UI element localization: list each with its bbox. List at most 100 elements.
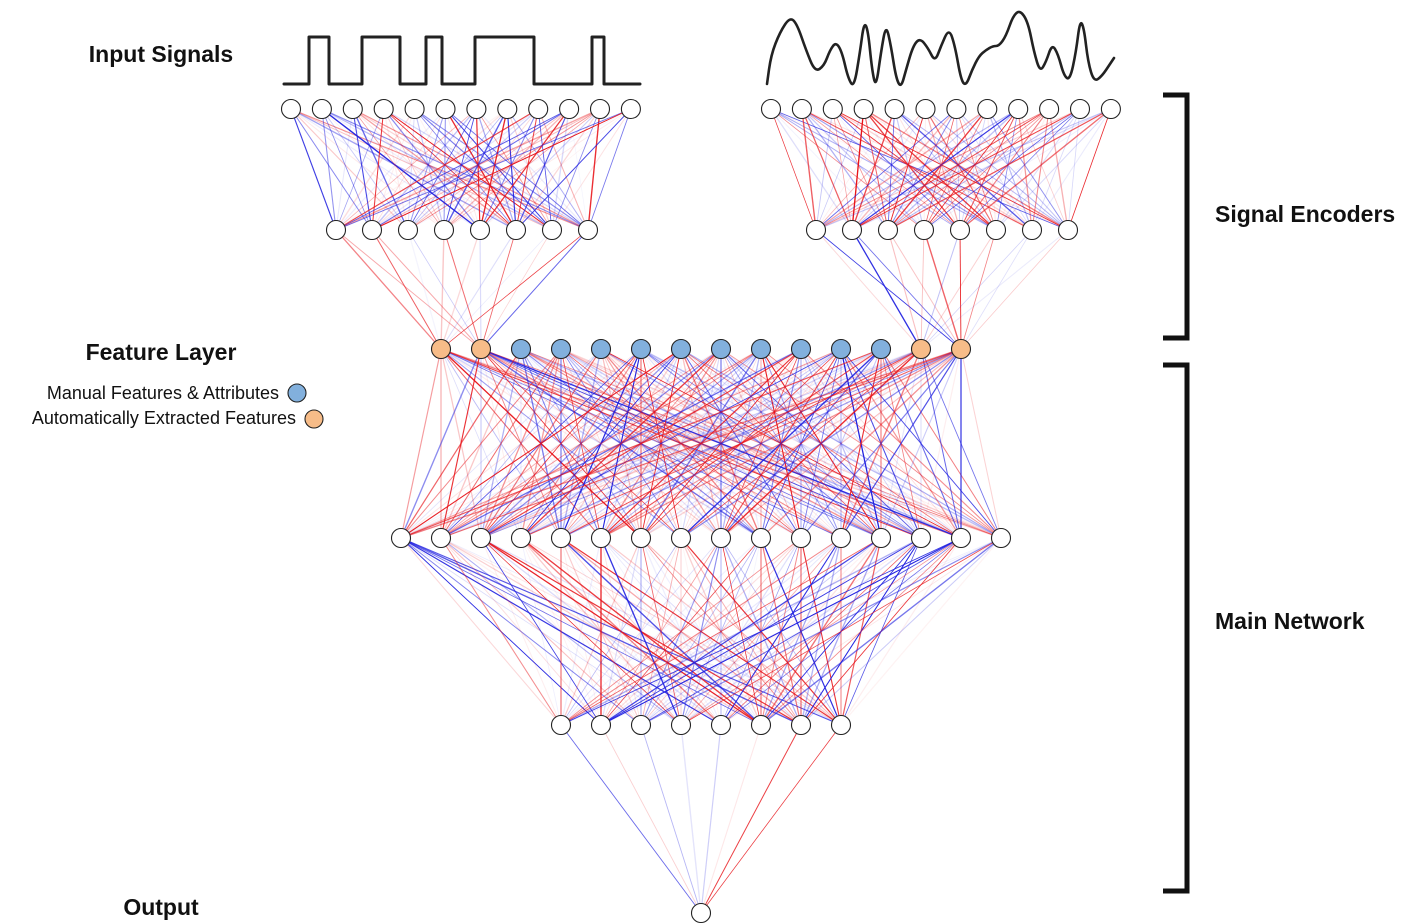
encoder-2-input-edge [770, 108, 1033, 231]
hidden1-hidden2-edge [720, 537, 1002, 726]
feature-hidden1-edge [480, 348, 642, 539]
encoder-1-input-edge [515, 108, 570, 231]
encoder-2-hidden-node [1057, 219, 1079, 241]
hidden-1-node [950, 527, 972, 549]
encoder-2-input-edge [851, 108, 927, 231]
encoder-2-input-edge [1017, 108, 1069, 231]
encoder-1-input-edge [352, 108, 481, 231]
encoder-1-hidden-node [397, 219, 419, 241]
encoder-2-input-edge [770, 108, 853, 231]
encoder-1-input-edge [321, 108, 373, 231]
hidden1-hidden2-edge [560, 537, 602, 726]
hidden1-hidden2-edge [480, 537, 562, 726]
encoder-1-input-edge [414, 108, 445, 231]
hidden1-hidden2-edge [680, 537, 1002, 726]
encoder-1-input-edge [371, 108, 477, 231]
encoder-2-input-edge [923, 108, 1050, 231]
feature-hidden1-edge [400, 348, 802, 539]
encoder-1-feature-edge [440, 229, 553, 350]
encoder-2-input-edge [986, 108, 997, 231]
encoder-2-input-edge [815, 108, 834, 231]
encoder-2-input-edge [995, 108, 1050, 231]
encoder-2-input-edge [923, 108, 926, 231]
hidden2-output-edge [640, 724, 702, 914]
encoder-2-input-edge [1067, 108, 1112, 231]
encoder-1-input-edge [383, 108, 517, 231]
feature-hidden1-edge [800, 348, 882, 539]
encoder-1-input-node [373, 98, 394, 120]
encoder-1-input-edge [383, 108, 553, 231]
encoder-1-input-edge [587, 108, 632, 231]
feature-hidden1-edge [680, 348, 922, 539]
encoder-1-input-edge [335, 108, 539, 231]
hidden-1-node [510, 527, 532, 549]
feature-hidden1-edge [520, 348, 962, 539]
feature-hidden1-edge [440, 348, 602, 539]
encoder-1-input-edge [445, 108, 589, 231]
encoder-1-input-edge [479, 108, 539, 231]
manual-feature-node [790, 338, 812, 360]
hidden-1-node [710, 527, 732, 549]
manual-feature-node [590, 338, 612, 360]
encoder-2-input-edge [801, 108, 1033, 231]
encoder-1-input-node [466, 98, 487, 120]
feature-hidden1-edge [800, 348, 922, 539]
hidden2-output-edge [700, 724, 802, 914]
manual-feature-node [830, 338, 852, 360]
encoder-1-hidden-node [361, 219, 383, 241]
encoder-2-input-edge [770, 108, 997, 231]
hidden1-hidden2-edge [560, 537, 682, 726]
hidden-2-node [670, 714, 692, 736]
hidden1-hidden2-edge [560, 537, 642, 726]
encoder-2-input-node [1039, 98, 1060, 120]
encoder-2-input-edge [815, 108, 865, 231]
encoder-1-input-edge [371, 108, 416, 231]
square-wave-signal [282, 35, 642, 86]
feature-hidden1-edge [400, 348, 682, 539]
encoder-1-input-node [528, 98, 549, 120]
feature-hidden1-edge [440, 348, 882, 539]
hidden-2-node [790, 714, 812, 736]
encoder-1-feature-edge [440, 229, 445, 350]
encoder-2-input-edge [887, 108, 926, 231]
encoder-2-input-edge [959, 108, 1050, 231]
hidden-2-node [550, 714, 572, 736]
hidden2-output-edge [700, 724, 722, 914]
encoder-2-input-edge [894, 108, 925, 231]
encoder-1-input-edge [335, 108, 385, 231]
encoder-2-input-node [946, 98, 967, 120]
encoder-1-feature-edge [480, 229, 589, 350]
encoder-1-input-edge [383, 108, 589, 231]
encoder-1-input-edge [414, 108, 481, 231]
feature-hidden1-edge [400, 348, 962, 539]
feature-hidden1-edge [920, 348, 962, 539]
encoder-2-input-edge [887, 108, 1019, 231]
output-label: Output [123, 894, 199, 920]
encoder-1-input-node [589, 98, 611, 120]
auto-feature-node [950, 338, 972, 360]
feature-hidden1-edge [640, 348, 802, 539]
encoder-2-input-edge [815, 108, 1081, 231]
encoder-2-feature-edge [923, 229, 962, 350]
hidden1-hidden2-edge [840, 537, 1002, 726]
encoder-1-input-edge [475, 108, 481, 231]
hidden-1-node [390, 527, 412, 549]
encoder-2-input-edge [801, 108, 817, 231]
encoder-2-input-edge [801, 108, 997, 231]
hidden2-output-edge [600, 724, 702, 914]
encoder-1-input-edge [290, 108, 373, 231]
encoder-2-input-edge [1048, 108, 1069, 231]
hidden-2-node [590, 714, 612, 736]
encoder-1-input-edge [335, 108, 416, 231]
hidden1-hidden2-edge [640, 537, 682, 726]
encoder-1-input-edge [321, 108, 517, 231]
encoder-2-input-edge [801, 108, 889, 231]
hidden-1-node [670, 527, 692, 549]
encoder-1-feature-edge [443, 229, 482, 350]
encoder-2-hidden-node [841, 219, 863, 241]
encoder-1-input-edge [321, 108, 481, 231]
encoder-2-input-edge [801, 108, 925, 231]
encoder-2-feature-edge [851, 229, 922, 350]
encoder-2-feature-edge [920, 229, 1033, 350]
feature-hidden1-edge [400, 348, 482, 539]
